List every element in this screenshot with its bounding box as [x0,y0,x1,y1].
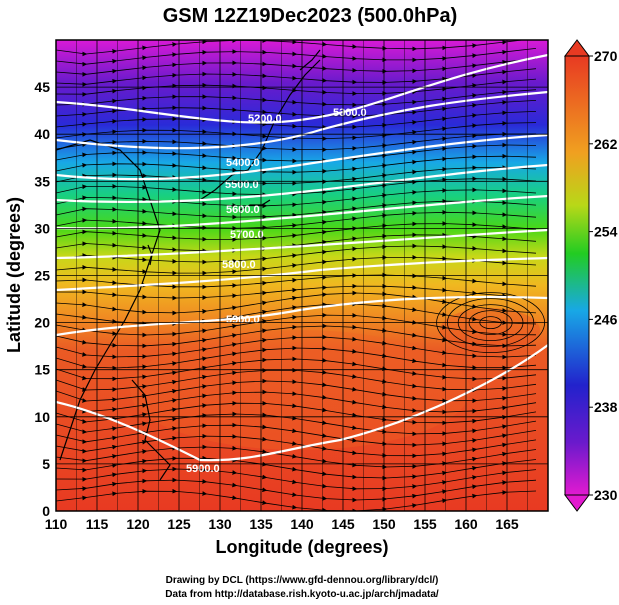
streamline [56,254,537,276]
contour-label: 5500.0 [225,179,259,191]
contour-5300 [56,90,548,150]
y-tick-label: 15 [34,362,50,378]
x-tick-label: 135 [249,516,273,532]
colorbar-bottom-arrow [564,494,590,512]
streamline [56,48,537,67]
contour-5800 [56,256,548,292]
x-tick-label: 125 [167,516,191,532]
x-tick-label: 165 [495,516,519,532]
contour-labels: 5200.0 5300.0 5400.0 5500.0 5600.0 5700.… [186,107,367,475]
x-tick-label: 145 [331,516,355,532]
contour-label: 5200.0 [248,113,282,125]
x-tick-label: 150 [372,516,396,532]
colorbar: 230 238 246 254 262 270 [564,39,618,512]
contour-5200 [56,53,548,124]
streamline [56,58,537,77]
contour-label: 5600.0 [226,204,260,216]
streamline [56,40,526,57]
y-tick-label: 0 [42,503,50,519]
colorbar-scale [564,55,590,496]
chart-title: GSM 12Z19Dec2023 (500.0hPa) [163,5,458,27]
y-axis-ticks: 0 5 10 15 20 25 30 35 40 45 [34,79,50,519]
x-tick-label: 115 [86,516,109,532]
x-tick-label: 110 [45,516,68,532]
contour-label: 5900.0 [186,463,220,475]
y-tick-label: 5 [42,456,50,472]
plot-area: 5200.0 5300.0 5400.0 5500.0 5600.0 5700.… [56,40,548,511]
y-tick-label: 40 [34,126,50,142]
credit-data: Data from http://database.rish.kyoto-u.a… [165,589,439,600]
contour-label: 5700.0 [230,229,264,241]
x-tick-label: 130 [208,516,232,532]
y-axis-label: Latitude (degrees) [4,197,24,353]
colorbar-tick-label: 270 [594,48,618,64]
colorbar-ticks: 230 238 246 254 262 270 [589,48,618,503]
y-tick-label: 20 [34,315,50,331]
contour-5700 [56,228,548,260]
plot-frame [55,39,549,512]
colorbar-top-arrow [564,39,590,57]
colorbar-tick-label: 230 [594,487,618,503]
contour-5500 [56,163,548,204]
x-tick-label: 120 [126,516,150,532]
grid-lines [56,40,548,511]
x-tick-label: 140 [290,516,314,532]
contour-label: 5400.0 [226,157,260,169]
y-tick-label: 25 [34,268,50,284]
colorbar-tick-label: 262 [594,136,618,152]
contour-5600 [56,194,548,230]
y-tick-label: 35 [34,173,50,189]
colorbar-tick-label: 254 [594,224,618,240]
x-axis-ticks: 110 115 120 125 130 135 140 145 150 155 160 165 [45,516,519,532]
x-axis-label: Longitude (degrees) [215,537,388,557]
y-tick-label: 45 [34,79,50,95]
contour-label: 5800.0 [222,259,256,271]
colorbar-tick-label: 238 [594,399,618,415]
contour-label: 5900.0 [226,314,260,326]
contour-5900-south [56,344,548,462]
y-tick-label: 30 [34,220,50,236]
streamlines [56,40,546,511]
streamline [56,488,537,511]
x-tick-label: 160 [454,516,478,532]
y-tick-label: 10 [34,409,50,425]
contour-5400 [56,133,548,181]
colorbar-tick-label: 246 [594,311,618,327]
x-tick-label: 155 [413,516,437,532]
contour-label: 5300.0 [333,107,367,119]
credit-drawing: Drawing by DCL (https://www.gfd-dennou.o… [166,575,439,586]
